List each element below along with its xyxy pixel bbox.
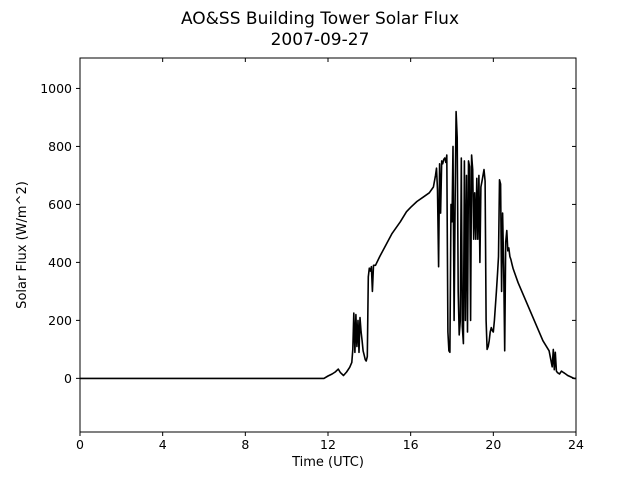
y-tick-label: 1000 <box>40 81 72 96</box>
y-tick-label: 400 <box>48 255 72 270</box>
solar-flux-line <box>80 110 576 380</box>
x-tick-label: 20 <box>485 437 501 452</box>
y-tick-label: 0 <box>64 371 72 386</box>
x-tick-label: 12 <box>320 437 336 452</box>
y-axis-ticks: 0 200 400 600 800 1000 <box>40 81 576 386</box>
y-tick-label: 600 <box>48 197 72 212</box>
chart-subtitle: 2007-09-27 <box>271 30 370 50</box>
y-axis-label: Solar Flux (W/m^2) <box>15 181 30 309</box>
y-tick-label: 200 <box>48 313 72 328</box>
chart-title: AO&SS Building Tower Solar Flux <box>181 9 459 29</box>
x-tick-label: 24 <box>568 437 584 452</box>
x-tick-label: 16 <box>403 437 419 452</box>
x-axis-label: Time (UTC) <box>291 455 364 470</box>
x-axis-ticks: 0 4 8 12 16 20 24 <box>76 58 584 452</box>
y-tick-label: 800 <box>48 139 72 154</box>
x-tick-label: 4 <box>159 437 167 452</box>
x-tick-label: 8 <box>241 437 249 452</box>
plot-area <box>80 110 576 380</box>
x-tick-label: 0 <box>76 437 84 452</box>
